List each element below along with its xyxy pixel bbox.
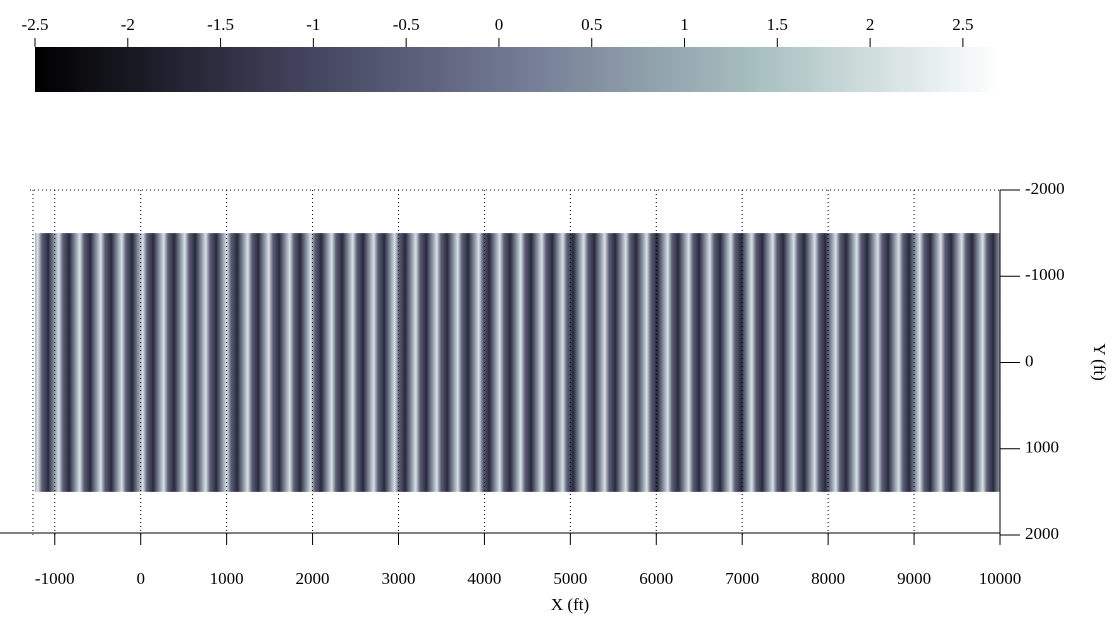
y-tick-label: -2000: [1025, 179, 1065, 198]
colorbar-tick-label: -1.5: [207, 15, 234, 34]
y-tick-label: 0: [1025, 351, 1034, 370]
x-tick-label: 4000: [467, 569, 501, 588]
colorbar-tick-label: 1: [680, 15, 689, 34]
x-tick-label: 9000: [897, 569, 931, 588]
x-tick-label: 0: [136, 569, 145, 588]
x-tick-label: 5000: [553, 569, 587, 588]
x-axis-label: X (ft): [551, 595, 589, 614]
colorbar-tick-label: 2: [866, 15, 875, 34]
x-tick-label: 3000: [381, 569, 415, 588]
colorbar-tick-label: 0: [495, 15, 504, 34]
x-tick-label: 8000: [811, 569, 845, 588]
x-tick-label: 10000: [979, 569, 1022, 588]
x-tick-label: 7000: [725, 569, 759, 588]
heatmap-field: [35, 233, 1000, 492]
y-tick-label: -1000: [1025, 265, 1065, 284]
colorbar-tick-label: 0.5: [581, 15, 602, 34]
x-tick-label: 2000: [296, 569, 330, 588]
colorbar-tick-label: 2.5: [952, 15, 973, 34]
y-tick-label: 1000: [1025, 438, 1059, 457]
y-tick-label: 2000: [1025, 524, 1059, 543]
y-axis-label: Y (ft): [1090, 343, 1109, 381]
colorbar: [35, 47, 1000, 92]
colorbar-tick-label: -2.5: [22, 15, 49, 34]
colorbar-tick-label: -2: [121, 15, 135, 34]
x-tick-label: -1000: [35, 569, 75, 588]
colorbar-tick-label: -1: [306, 15, 320, 34]
colorbar-tick-label: -0.5: [393, 15, 420, 34]
x-tick-label: 1000: [210, 569, 244, 588]
x-tick-label: 6000: [639, 569, 673, 588]
colorbar-tick-label: 1.5: [767, 15, 788, 34]
